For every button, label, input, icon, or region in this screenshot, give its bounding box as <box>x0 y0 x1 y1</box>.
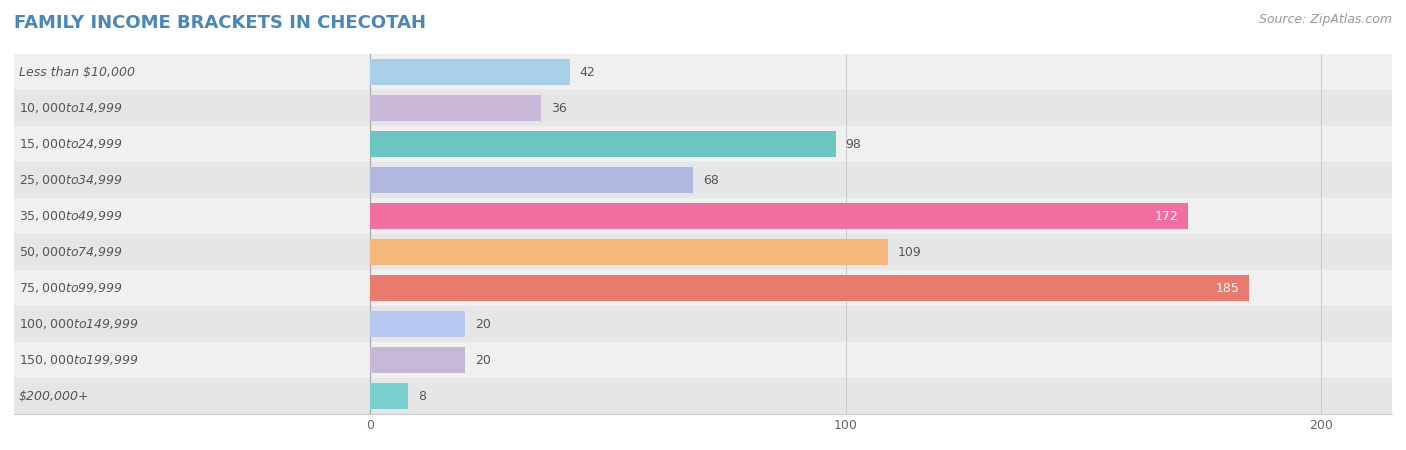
Bar <box>370 203 1188 229</box>
Text: 20: 20 <box>475 354 491 366</box>
Text: 20: 20 <box>475 318 491 330</box>
Text: $200,000+: $200,000+ <box>18 390 90 402</box>
Bar <box>14 54 1392 90</box>
Text: $50,000 to $74,999: $50,000 to $74,999 <box>18 245 122 259</box>
Bar <box>370 239 889 265</box>
Text: 98: 98 <box>845 138 862 150</box>
Bar <box>370 383 408 409</box>
Bar <box>14 342 1392 378</box>
Bar <box>14 270 1392 306</box>
Bar <box>370 275 1250 301</box>
Text: Less than $10,000: Less than $10,000 <box>18 66 135 78</box>
Bar <box>370 95 541 121</box>
Bar <box>370 167 693 193</box>
Bar <box>14 126 1392 162</box>
Text: $75,000 to $99,999: $75,000 to $99,999 <box>18 281 122 295</box>
Text: 42: 42 <box>579 66 595 78</box>
Text: $10,000 to $14,999: $10,000 to $14,999 <box>18 101 122 115</box>
Bar <box>14 90 1392 126</box>
Text: 36: 36 <box>551 102 567 114</box>
Text: Source: ZipAtlas.com: Source: ZipAtlas.com <box>1258 14 1392 27</box>
Text: 185: 185 <box>1216 282 1240 294</box>
Bar <box>14 198 1392 234</box>
Text: $150,000 to $199,999: $150,000 to $199,999 <box>18 353 138 367</box>
Bar <box>14 234 1392 270</box>
Text: FAMILY INCOME BRACKETS IN CHECOTAH: FAMILY INCOME BRACKETS IN CHECOTAH <box>14 14 426 32</box>
Bar <box>370 311 465 337</box>
Text: $25,000 to $34,999: $25,000 to $34,999 <box>18 173 122 187</box>
Bar <box>14 306 1392 342</box>
Bar <box>14 378 1392 414</box>
Text: $35,000 to $49,999: $35,000 to $49,999 <box>18 209 122 223</box>
Bar <box>370 131 837 157</box>
Text: 172: 172 <box>1154 210 1178 222</box>
Bar <box>370 59 569 85</box>
Text: $100,000 to $149,999: $100,000 to $149,999 <box>18 317 138 331</box>
Bar <box>370 347 465 373</box>
Text: $15,000 to $24,999: $15,000 to $24,999 <box>18 137 122 151</box>
Text: 68: 68 <box>703 174 718 186</box>
Text: 8: 8 <box>418 390 426 402</box>
Bar <box>14 162 1392 198</box>
Text: 109: 109 <box>898 246 921 258</box>
